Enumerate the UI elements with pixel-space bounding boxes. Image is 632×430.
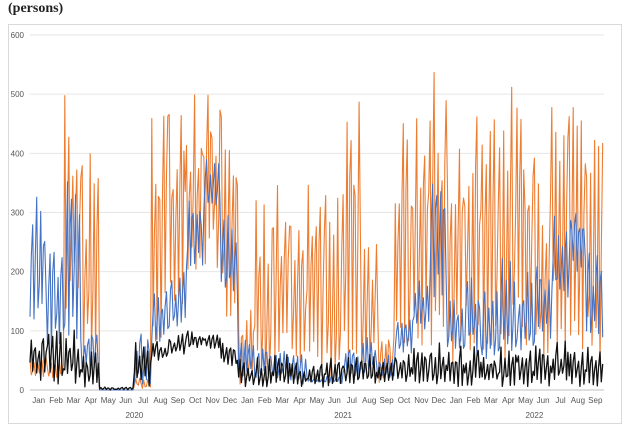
x-tick-label: May [309,396,324,405]
x-tick-label: Jul [347,396,357,405]
x-tick-label: Feb [49,396,63,405]
x-tick-label: Nov [414,396,428,405]
x-tick-label: Mar [275,396,289,405]
x-tick-label: Dec [223,396,237,405]
x-year-label: 2022 [526,411,544,420]
y-tick-label: 600 [11,31,25,40]
x-tick-label: Sep [379,396,394,405]
x-tick-label: Apr [85,396,98,405]
x-tick-label: Aug [571,396,585,405]
x-tick-label: Aug [362,396,376,405]
x-tick-label: Mar [484,396,498,405]
x-tick-label: Jan [241,396,254,405]
y-tick-label: 500 [11,90,25,99]
x-tick-label: Jun [328,396,341,405]
x-year-label: 2021 [334,411,352,420]
x-tick-label: Oct [398,396,411,405]
x-tick-label: Nov [206,396,220,405]
y-tick-label: 300 [11,209,25,218]
y-tick-label: 400 [11,149,25,158]
x-tick-label: Oct [189,396,202,405]
y-tick-label: 100 [11,327,25,336]
x-tick-label: Apr [293,396,306,405]
x-tick-label: Jul [555,396,565,405]
series-line-3 [29,329,604,391]
y-tick-label: 200 [11,268,25,277]
x-tick-label: Apr [502,396,515,405]
x-tick-label: Sep [171,396,186,405]
x-tick-label: Mar [67,396,81,405]
unit-label: (persons) [8,1,64,16]
x-tick-label: Dec [432,396,446,405]
x-tick-label: Feb [258,396,272,405]
x-tick-label: Aug [153,396,167,405]
x-tick-label: May [518,396,533,405]
series-line-2 [29,159,604,391]
x-tick-label: Jul [138,396,148,405]
x-tick-label: Jan [450,396,463,405]
x-tick-label: Jun [537,396,550,405]
x-year-label: 2020 [125,411,143,420]
x-tick-label: Sep [588,396,603,405]
y-tick-label: 0 [20,386,25,395]
x-tick-label: Feb [467,396,481,405]
x-tick-label: Jun [119,396,132,405]
x-tick-label: Jan [32,396,45,405]
x-tick-label: May [101,396,116,405]
